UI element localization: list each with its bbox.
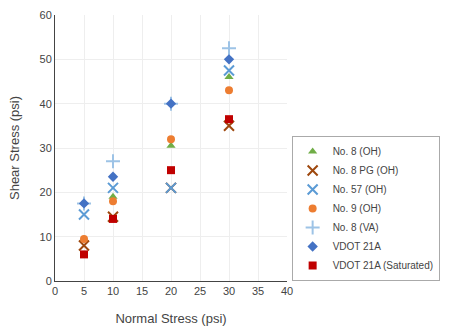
svg-text:Shear Stress (psi): Shear Stress (psi): [7, 96, 22, 200]
svg-text:30: 30: [223, 285, 235, 297]
svg-text:No. 8 (VA): No. 8 (VA): [333, 222, 379, 233]
svg-text:15: 15: [136, 285, 148, 297]
svg-text:35: 35: [252, 285, 264, 297]
svg-text:40: 40: [281, 285, 293, 297]
svg-text:VDOT 21A: VDOT 21A: [333, 241, 381, 252]
svg-text:40: 40: [40, 98, 52, 110]
svg-text:0: 0: [46, 275, 52, 287]
svg-text:No. 8 PG (OH): No. 8 PG (OH): [333, 165, 399, 176]
svg-text:VDOT 21A (Saturated): VDOT 21A (Saturated): [333, 260, 433, 271]
svg-text:20: 20: [40, 186, 52, 198]
svg-text:25: 25: [194, 285, 206, 297]
svg-text:5: 5: [81, 285, 87, 297]
svg-text:10: 10: [40, 231, 52, 243]
svg-text:20: 20: [165, 285, 177, 297]
svg-text:Normal Stress (psi): Normal Stress (psi): [115, 311, 226, 326]
svg-text:No. 8 (OH): No. 8 (OH): [333, 146, 381, 157]
svg-text:30: 30: [40, 142, 52, 154]
svg-text:No. 57 (OH): No. 57 (OH): [333, 184, 387, 195]
svg-text:0: 0: [52, 285, 58, 297]
svg-text:No. 9 (OH): No. 9 (OH): [333, 203, 381, 214]
svg-text:50: 50: [40, 53, 52, 65]
svg-text:60: 60: [40, 9, 52, 21]
svg-text:10: 10: [107, 285, 119, 297]
